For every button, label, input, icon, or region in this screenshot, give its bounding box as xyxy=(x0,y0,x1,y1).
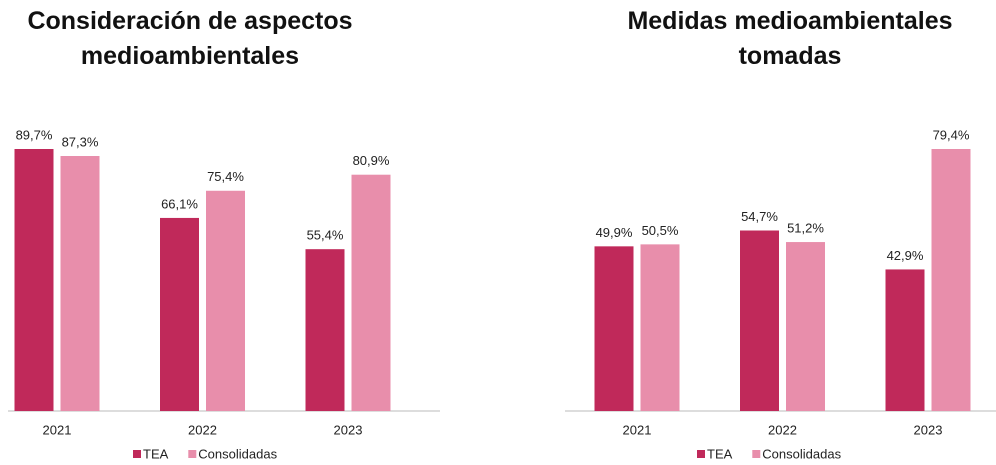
bar xyxy=(786,242,825,411)
legend-label: Consolidadas xyxy=(198,446,277,461)
x-tick-label: 2022 xyxy=(188,422,217,437)
data-label: 89,7% xyxy=(16,127,53,142)
legend-label: TEA xyxy=(143,446,169,461)
legend-label: TEA xyxy=(707,446,733,461)
data-label: 66,1% xyxy=(161,196,198,211)
data-label: 51,2% xyxy=(787,220,824,235)
legend-swatch xyxy=(752,450,761,458)
bar xyxy=(14,149,54,411)
x-tick-label: 2021 xyxy=(623,422,652,437)
bar xyxy=(305,249,345,411)
data-label: 49,9% xyxy=(596,225,633,240)
data-label: 87,3% xyxy=(62,134,99,149)
legend-swatch xyxy=(697,450,705,458)
bar xyxy=(594,246,634,411)
x-tick-label: 2023 xyxy=(334,422,363,437)
x-tick-label: 2021 xyxy=(43,422,72,437)
legend-swatch xyxy=(188,450,197,458)
data-label: 54,7% xyxy=(741,209,778,224)
data-label: 55,4% xyxy=(307,228,344,243)
bar xyxy=(160,217,199,411)
legend-label: Consolidadas xyxy=(762,446,841,461)
bar xyxy=(351,174,391,411)
chart-title: Consideración de aspectos medioambiental… xyxy=(27,7,353,70)
legend-swatch xyxy=(133,450,141,458)
data-label: 75,4% xyxy=(207,169,244,184)
bar xyxy=(640,244,680,411)
bar xyxy=(206,190,245,411)
bar xyxy=(60,156,100,411)
x-tick-label: 2022 xyxy=(768,422,797,437)
chart-title: Medidas medioambientales tomadas xyxy=(627,7,953,70)
bar xyxy=(931,149,971,411)
data-label: 80,9% xyxy=(353,153,390,168)
data-label: 79,4% xyxy=(933,127,970,142)
data-label: 50,5% xyxy=(642,223,679,238)
bar xyxy=(740,230,779,411)
data-label: 42,9% xyxy=(887,248,924,263)
x-tick-label: 2023 xyxy=(914,422,943,437)
bar xyxy=(885,269,925,411)
